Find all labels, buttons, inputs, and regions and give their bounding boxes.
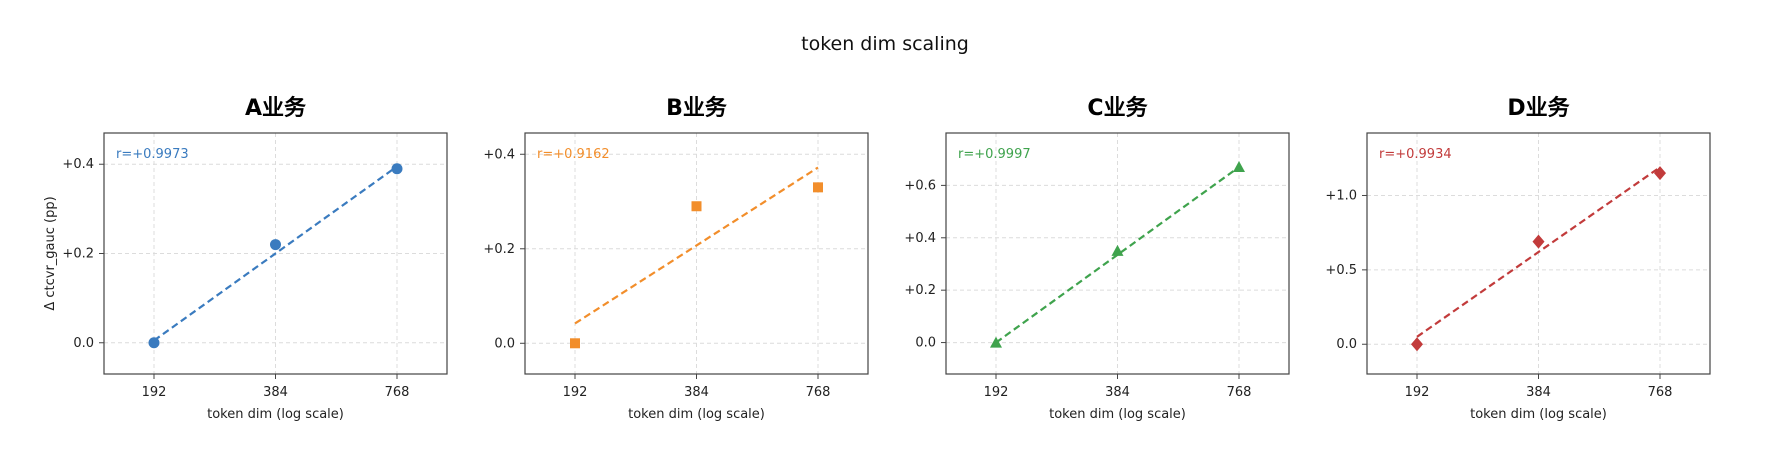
subplot-1: 192 384 768 0.0 +0.2 +0.4 A业务 token dim (log sc… [43,96,448,422]
figure-suptitle: token dim scaling [801,33,969,55]
x-tick-label: 192 [1405,385,1430,400]
y-tick-label: +0.5 [1325,263,1357,278]
x-tick-label: 384 [263,385,288,400]
subplot-title: B业务 [666,96,728,121]
y-tick-label: +0.2 [904,283,936,298]
correlation-annotation: r=+0.9973 [116,147,189,162]
subplot-title: D业务 [1507,96,1570,121]
y-tick-label: +0.2 [62,247,94,262]
y-tick-label: +1.0 [1325,188,1357,203]
subplot-3: 192 384 768 0.0 +0.2 +0.4 +0.6 C业务 token dim (lo… [904,96,1290,422]
fit-line [1416,166,1661,338]
y-tick-label: +0.4 [483,147,515,162]
data-point [1532,234,1545,249]
x-axis-label: token dim (log scale) [1049,407,1186,422]
data-point [148,337,160,349]
x-tick-label: 768 [1227,385,1252,400]
x-tick-label: 192 [142,385,167,400]
fit-line [574,166,819,325]
y-axis-label: Δ ctcvr_gauc (pp) [43,196,58,310]
x-tick-label: 768 [1648,385,1673,400]
data-point [1654,166,1666,181]
x-tick-label: 384 [1526,385,1551,400]
data-point [691,201,702,212]
x-tick-label: 384 [684,385,709,400]
subplot-2: 192 384 768 0.0 +0.2 +0.4 B业务 token dim (log sc… [483,96,869,422]
y-tick-label: +0.4 [904,231,936,246]
x-tick-label: 192 [984,385,1009,400]
correlation-annotation: r=+0.9934 [1379,147,1452,162]
y-tick-label: +0.6 [904,178,936,193]
y-tick-label: +0.4 [62,157,94,172]
x-axis-label: token dim (log scale) [207,407,344,422]
y-tick-label: +0.2 [483,242,515,257]
x-tick-label: 384 [1105,385,1130,400]
data-point [1233,161,1245,173]
x-axis-label: token dim (log scale) [1470,407,1607,422]
y-tick-label: 0.0 [1336,337,1357,352]
y-tick-label: 0.0 [494,336,515,351]
x-tick-label: 768 [806,385,831,400]
y-tick-label: 0.0 [915,336,936,351]
fit-line [153,165,398,342]
data-point [990,336,1002,348]
data-point [570,338,580,349]
x-tick-label: 768 [385,385,410,400]
correlation-annotation: r=+0.9997 [958,147,1031,162]
data-point [1111,244,1124,256]
data-point [391,163,403,175]
data-point [813,182,823,193]
data-point [270,239,281,251]
x-axis-label: token dim (log scale) [628,407,765,422]
x-tick-label: 192 [563,385,588,400]
y-tick-label: 0.0 [73,336,94,351]
correlation-annotation: r=+0.9162 [537,147,610,162]
subplot-4: 192 384 768 0.0 +0.5 +1.0 D业务 token dim (log sc… [1325,96,1711,422]
subplot-title: C业务 [1087,96,1148,121]
subplot-title: A业务 [245,96,307,121]
data-point [1411,337,1423,352]
